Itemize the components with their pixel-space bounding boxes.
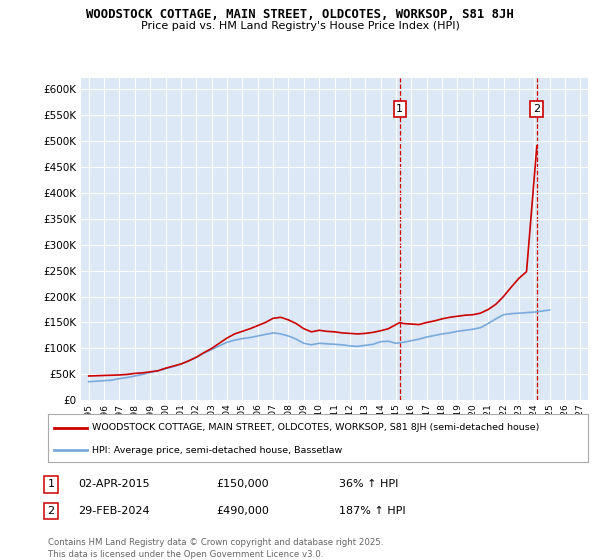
Text: £490,000: £490,000 — [216, 506, 269, 516]
Text: £150,000: £150,000 — [216, 479, 269, 489]
Text: Contains HM Land Registry data © Crown copyright and database right 2025.
This d: Contains HM Land Registry data © Crown c… — [48, 538, 383, 559]
Text: HPI: Average price, semi-detached house, Bassetlaw: HPI: Average price, semi-detached house,… — [92, 446, 343, 455]
Text: 1: 1 — [47, 479, 55, 489]
Text: 2: 2 — [47, 506, 55, 516]
Text: WOODSTOCK COTTAGE, MAIN STREET, OLDCOTES, WORKSOP, S81 8JH (semi-detached house): WOODSTOCK COTTAGE, MAIN STREET, OLDCOTES… — [92, 423, 539, 432]
Text: 187% ↑ HPI: 187% ↑ HPI — [339, 506, 406, 516]
Text: 1: 1 — [396, 104, 403, 114]
Text: 36% ↑ HPI: 36% ↑ HPI — [339, 479, 398, 489]
Text: Price paid vs. HM Land Registry's House Price Index (HPI): Price paid vs. HM Land Registry's House … — [140, 21, 460, 31]
Text: 02-APR-2015: 02-APR-2015 — [78, 479, 149, 489]
Text: 29-FEB-2024: 29-FEB-2024 — [78, 506, 149, 516]
Text: WOODSTOCK COTTAGE, MAIN STREET, OLDCOTES, WORKSOP, S81 8JH: WOODSTOCK COTTAGE, MAIN STREET, OLDCOTES… — [86, 8, 514, 21]
Text: 2: 2 — [533, 104, 541, 114]
